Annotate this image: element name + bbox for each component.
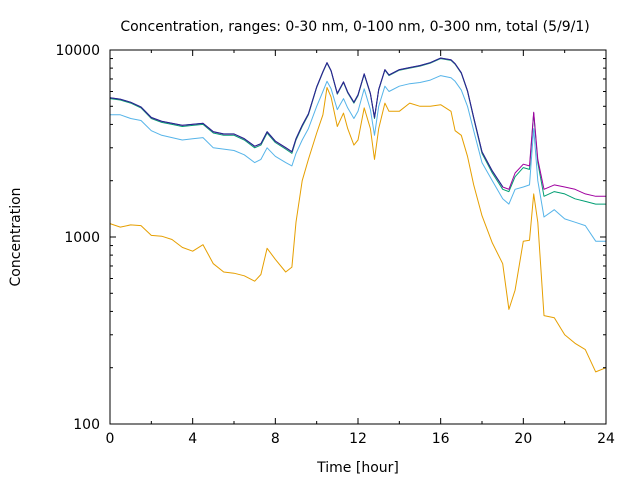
x-axis-label: Time [hour]	[316, 460, 399, 476]
x-tick-label: 24	[597, 431, 615, 447]
y-tick-label: 1000	[64, 230, 100, 246]
chart-title: Concentration, ranges: 0-30 nm, 0-100 nm…	[120, 19, 589, 35]
series-layer	[109, 57, 607, 373]
ticks-layer: 0 4 8 12 16 20 24 100 1000 10000	[55, 43, 615, 447]
x-tick-label: 8	[271, 431, 280, 447]
y-tick-label: 10000	[55, 43, 100, 59]
x-tick-label: 16	[432, 431, 450, 447]
x-tick-label: 12	[349, 431, 367, 447]
x-tick-label: 0	[106, 431, 115, 447]
series-line-1	[109, 87, 607, 373]
y-tick-label: 100	[73, 417, 100, 433]
series-line-2	[110, 75, 606, 242]
x-tick-label: 20	[514, 431, 532, 447]
y-axis-label: Concentration	[8, 187, 24, 286]
plot-frame	[109, 49, 607, 425]
series-line-4	[109, 57, 606, 197]
x-tick-label: 4	[188, 431, 197, 447]
series-line-5	[109, 57, 504, 187]
series-line-3	[109, 58, 606, 205]
